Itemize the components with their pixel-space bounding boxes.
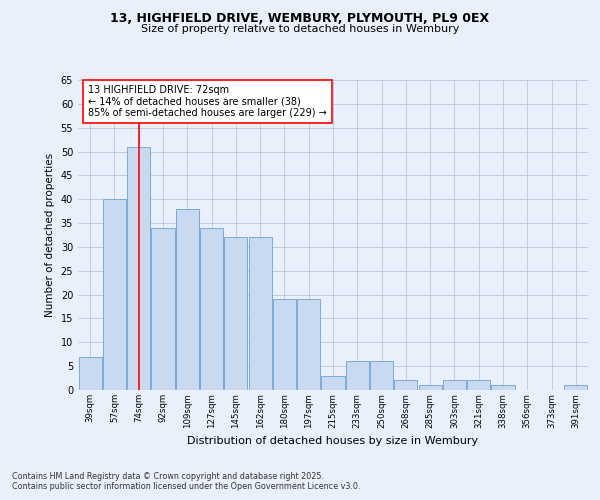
Bar — [176, 209, 199, 390]
X-axis label: Distribution of detached houses by size in Wembury: Distribution of detached houses by size … — [187, 436, 479, 446]
Bar — [248, 238, 272, 390]
Bar — [127, 147, 150, 390]
Text: Contains HM Land Registry data © Crown copyright and database right 2025.: Contains HM Land Registry data © Crown c… — [12, 472, 324, 481]
Y-axis label: Number of detached properties: Number of detached properties — [45, 153, 55, 317]
Bar — [565, 385, 587, 390]
Bar — [394, 380, 418, 390]
Bar — [419, 385, 442, 390]
Bar — [151, 228, 175, 390]
Bar — [79, 356, 101, 390]
Bar — [346, 362, 369, 390]
Bar — [273, 300, 296, 390]
Text: 13, HIGHFIELD DRIVE, WEMBURY, PLYMOUTH, PL9 0EX: 13, HIGHFIELD DRIVE, WEMBURY, PLYMOUTH, … — [110, 12, 490, 26]
Bar — [297, 300, 320, 390]
Text: Size of property relative to detached houses in Wembury: Size of property relative to detached ho… — [141, 24, 459, 34]
Bar — [443, 380, 466, 390]
Bar — [200, 228, 223, 390]
Bar — [224, 238, 247, 390]
Bar — [322, 376, 344, 390]
Bar — [491, 385, 515, 390]
Bar — [103, 199, 126, 390]
Bar — [467, 380, 490, 390]
Text: Contains public sector information licensed under the Open Government Licence v3: Contains public sector information licen… — [12, 482, 361, 491]
Text: 13 HIGHFIELD DRIVE: 72sqm
← 14% of detached houses are smaller (38)
85% of semi-: 13 HIGHFIELD DRIVE: 72sqm ← 14% of detac… — [88, 84, 327, 118]
Bar — [370, 362, 393, 390]
